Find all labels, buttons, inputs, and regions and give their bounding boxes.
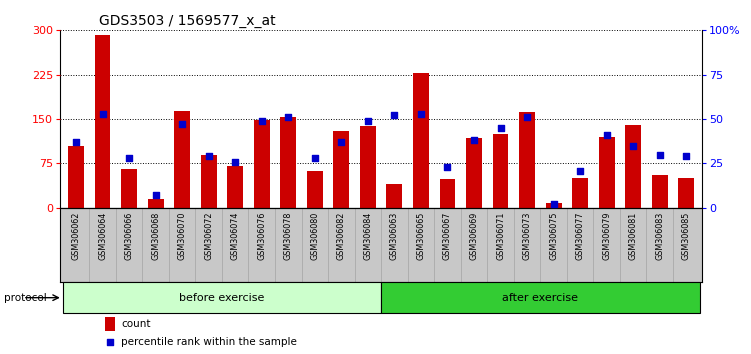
Bar <box>95 35 110 208</box>
Text: percentile rank within the sample: percentile rank within the sample <box>121 337 297 347</box>
Point <box>415 111 427 116</box>
Point <box>574 168 586 173</box>
Text: GSM306074: GSM306074 <box>231 212 240 260</box>
Text: GSM306078: GSM306078 <box>284 212 293 260</box>
Text: GSM306081: GSM306081 <box>629 212 638 260</box>
Text: GSM306076: GSM306076 <box>258 212 267 260</box>
Bar <box>678 178 694 208</box>
Point <box>442 164 454 170</box>
Point <box>70 139 82 145</box>
Text: GSM306082: GSM306082 <box>337 212 345 260</box>
Bar <box>307 171 323 208</box>
Text: GSM306070: GSM306070 <box>178 212 187 260</box>
Point <box>627 143 639 148</box>
Text: count: count <box>121 319 151 329</box>
Bar <box>493 134 508 208</box>
Text: GSM306069: GSM306069 <box>469 212 478 260</box>
Point <box>362 118 374 124</box>
Text: GSM306079: GSM306079 <box>602 212 611 260</box>
Point <box>336 139 348 145</box>
Bar <box>439 179 455 208</box>
Text: GSM306072: GSM306072 <box>204 212 213 260</box>
Text: GSM306083: GSM306083 <box>655 212 664 260</box>
Bar <box>201 155 216 208</box>
Point <box>176 121 189 127</box>
Bar <box>121 169 137 208</box>
Point <box>256 118 268 124</box>
Point <box>309 155 321 161</box>
Bar <box>228 166 243 208</box>
Text: GSM306073: GSM306073 <box>523 212 532 260</box>
Point <box>494 125 506 131</box>
Text: GSM306077: GSM306077 <box>575 212 584 260</box>
Point <box>149 193 161 198</box>
Bar <box>387 184 403 208</box>
Text: GSM306066: GSM306066 <box>125 212 134 260</box>
Bar <box>148 199 164 208</box>
Bar <box>572 178 588 208</box>
Bar <box>466 138 482 208</box>
Bar <box>280 117 296 208</box>
Text: GSM306075: GSM306075 <box>549 212 558 260</box>
Text: GSM306085: GSM306085 <box>682 212 691 260</box>
Point <box>229 159 241 165</box>
Point <box>203 154 215 159</box>
Point <box>653 152 665 158</box>
Text: GSM306064: GSM306064 <box>98 212 107 260</box>
Bar <box>626 125 641 208</box>
Bar <box>174 111 190 208</box>
Bar <box>546 203 562 208</box>
Bar <box>105 317 116 331</box>
Point <box>104 339 116 345</box>
Point <box>521 114 533 120</box>
Bar <box>413 73 429 208</box>
Text: GSM306063: GSM306063 <box>390 212 399 260</box>
Point <box>547 201 559 207</box>
Bar <box>599 137 614 208</box>
Text: GSM306080: GSM306080 <box>310 212 319 260</box>
Text: before exercise: before exercise <box>179 293 264 303</box>
Text: protocol: protocol <box>4 293 47 303</box>
Bar <box>68 145 84 208</box>
Bar <box>519 112 535 208</box>
Point <box>601 132 613 138</box>
Text: GSM306067: GSM306067 <box>443 212 452 260</box>
Point <box>388 113 400 118</box>
Point <box>282 114 294 120</box>
Point <box>97 111 109 116</box>
Point <box>468 137 480 143</box>
Text: GSM306071: GSM306071 <box>496 212 505 260</box>
Text: GDS3503 / 1569577_x_at: GDS3503 / 1569577_x_at <box>98 14 275 28</box>
Text: GSM306065: GSM306065 <box>417 212 425 260</box>
Bar <box>381 282 699 313</box>
Text: after exercise: after exercise <box>502 293 578 303</box>
Text: GSM306084: GSM306084 <box>363 212 372 260</box>
Bar <box>333 131 349 208</box>
Bar <box>652 175 668 208</box>
Bar <box>254 120 270 208</box>
Text: GSM306062: GSM306062 <box>71 212 80 260</box>
Point <box>680 154 692 159</box>
Point <box>123 155 135 161</box>
Bar <box>360 126 376 208</box>
Text: GSM306068: GSM306068 <box>151 212 160 260</box>
Bar <box>63 282 382 313</box>
